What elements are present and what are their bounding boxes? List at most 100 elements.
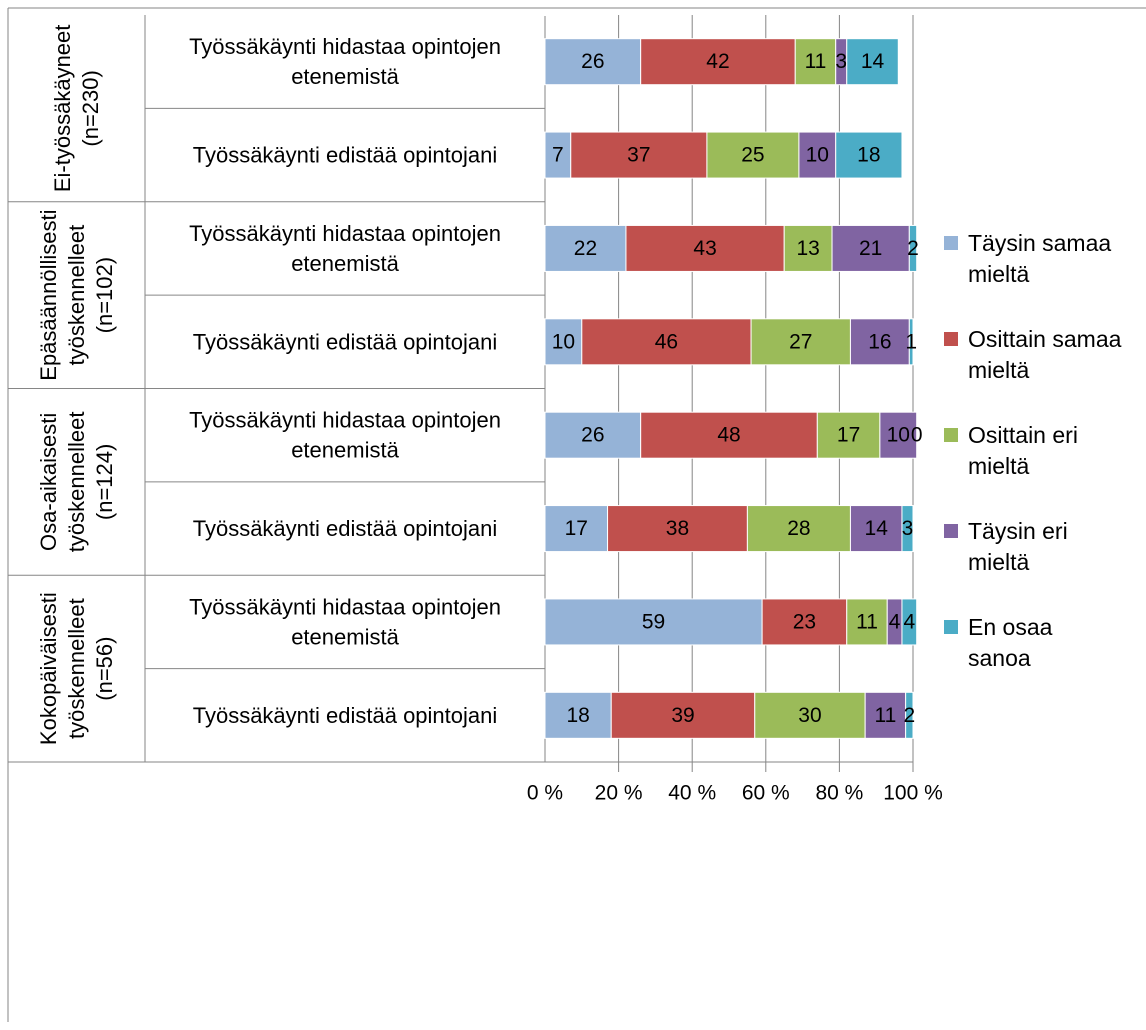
x-tick-label: 100 %	[883, 782, 943, 805]
data-label: 17	[565, 517, 588, 540]
data-label: 28	[787, 517, 810, 540]
legend-swatch	[944, 236, 958, 250]
bar-segment	[901, 598, 918, 646]
data-label: 3	[902, 517, 914, 540]
bar-segment	[846, 38, 899, 86]
data-label: 37	[627, 144, 650, 167]
x-tick-label: 0 %	[527, 782, 563, 805]
row-label-line: Työssäkäynti edistää opintojani	[193, 143, 498, 168]
bar-segment	[831, 224, 910, 272]
bar-segment	[835, 131, 903, 179]
legend-swatch	[944, 524, 958, 538]
group-label-line: (n=102)	[92, 257, 117, 333]
legend-label: Osittain eri mieltä	[968, 422, 1078, 479]
bar-segment	[640, 411, 818, 459]
category-labels: Ei-työssäkäyneet (n=230) Työssäkäynti hida…	[8, 15, 545, 762]
group-label-line: työskennelleet	[64, 225, 89, 366]
bar-segment	[746, 505, 851, 553]
data-label: 10	[806, 144, 829, 167]
data-label: 48	[717, 424, 740, 447]
data-label: 4	[903, 610, 915, 633]
bar-segment	[864, 691, 907, 739]
x-tick-label: 40 %	[668, 782, 716, 805]
gridlines	[618, 15, 914, 772]
data-label: 11	[874, 704, 896, 727]
legend: Täysin samaa mieltä Osittain samaa mieltä Os…	[944, 230, 1122, 671]
data-label: 13	[796, 237, 819, 260]
row-label-line: etenemistä	[291, 251, 399, 276]
data-label: 39	[671, 704, 694, 727]
bar-segment	[905, 691, 914, 739]
data-label: 26	[581, 424, 604, 447]
row-label-line: Työssäkäynti edistää opintojani	[193, 516, 498, 541]
bar-segment	[610, 691, 756, 739]
bar-segment	[544, 131, 572, 179]
legend-label: Täysin samaa mieltä	[968, 230, 1111, 287]
legend-swatch	[944, 428, 958, 442]
bar-segment	[794, 38, 837, 86]
data-label: 3	[835, 50, 847, 73]
row-label-line: Työssäkäynti hidastaa opintojen	[189, 34, 501, 59]
group-label-line: työskennelleet	[64, 412, 89, 553]
data-label: 18	[857, 144, 880, 167]
legend-swatch	[944, 620, 958, 634]
row-label-line: etenemistä	[291, 438, 399, 463]
x-tick-label: 20 %	[595, 782, 643, 805]
data-label: 11	[805, 50, 827, 73]
bar-segment	[607, 505, 748, 553]
data-label: 0	[911, 424, 923, 447]
x-tick-label: 80 %	[815, 782, 863, 805]
data-label: 25	[741, 144, 764, 167]
bar-segment	[879, 411, 918, 459]
group-label-line: (n=56)	[92, 637, 117, 701]
group-label-line: (n=124)	[92, 444, 117, 520]
data-label: 23	[793, 610, 816, 633]
bar-segment	[908, 224, 918, 272]
data-label: 22	[574, 237, 597, 260]
row-label-line: Työssäkäynti hidastaa opintojen	[189, 408, 501, 433]
data-label: 10	[887, 424, 910, 447]
legend-label: Täysin eri mieltä	[968, 518, 1068, 575]
data-label: 46	[655, 330, 678, 353]
row-label-line: etenemistä	[291, 64, 399, 89]
data-label: 38	[666, 517, 689, 540]
data-label: 16	[868, 330, 891, 353]
data-label: 4	[889, 610, 901, 633]
x-axis: 0 % 20 % 40 % 60 % 80 % 100 %	[527, 782, 943, 805]
row-label-line: Työssäkäynti hidastaa opintojen	[189, 221, 501, 246]
bar-segment	[544, 38, 642, 86]
bar-segment	[754, 691, 866, 739]
group-label-line: (n=230)	[78, 70, 103, 146]
bar-segment	[544, 318, 583, 366]
bar-segment	[849, 318, 910, 366]
bar-segment	[544, 411, 642, 459]
bar-segment	[761, 598, 848, 646]
data-label: 11	[856, 610, 878, 633]
group-label-line: Kokopäiväisesti	[36, 592, 61, 745]
row-label-line: Työssäkäynti edistää opintojani	[193, 329, 498, 354]
bar-segment	[706, 131, 800, 179]
data-label: 18	[566, 704, 589, 727]
bar-segment	[625, 224, 785, 272]
row-label-line: Työssäkäynti hidastaa opintojen	[189, 594, 501, 619]
data-label: 7	[552, 144, 564, 167]
group-label-line: Ei-työssäkäyneet	[50, 25, 75, 193]
row-label-line: etenemistä	[291, 624, 399, 649]
data-label: 14	[865, 517, 889, 540]
data-label: 27	[789, 330, 812, 353]
group-label-line: Osa-aikaisesti	[36, 413, 61, 551]
bar-segment	[640, 38, 796, 86]
bar-segment	[783, 224, 833, 272]
bar-segment	[901, 505, 914, 553]
legend-label: Osittain samaa mieltä	[968, 326, 1122, 383]
bar-segment	[798, 131, 837, 179]
data-label: 17	[837, 424, 860, 447]
data-label: 43	[693, 237, 716, 260]
x-tick-label: 60 %	[742, 782, 790, 805]
data-label: 21	[859, 237, 882, 260]
group-label-line: työskennelleet	[64, 598, 89, 739]
data-label: 2	[907, 237, 919, 260]
data-label: 14	[861, 50, 885, 73]
